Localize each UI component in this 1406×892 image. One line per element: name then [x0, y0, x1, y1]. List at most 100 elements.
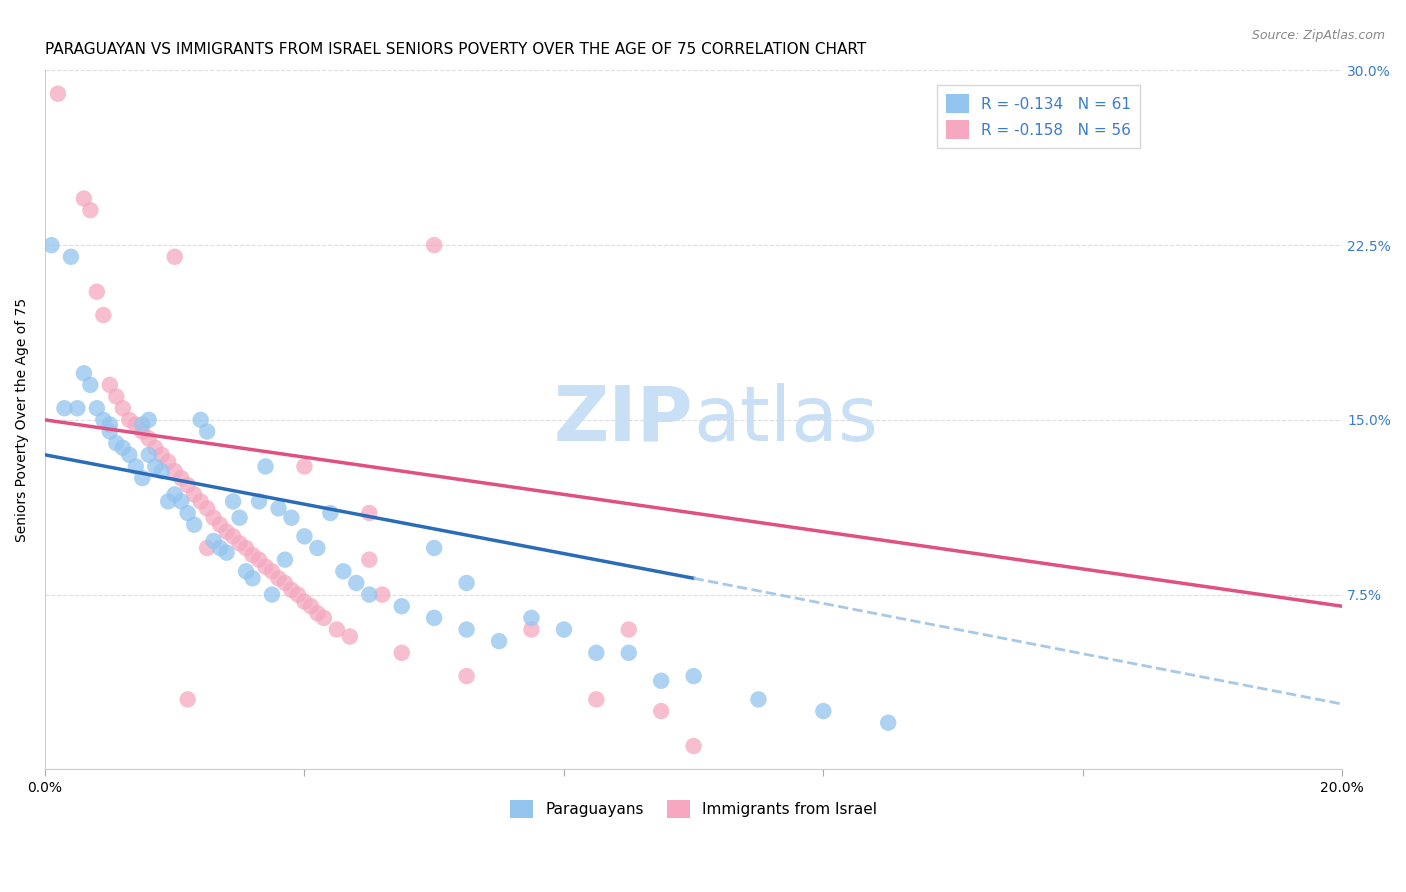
Point: [79, 203, 101, 218]
Point: [423, 541, 446, 555]
Point: [359, 588, 381, 602]
Text: atlas: atlas: [693, 383, 879, 457]
Point: [150, 448, 173, 462]
Point: [520, 611, 543, 625]
Point: [280, 582, 302, 597]
Point: [359, 552, 381, 566]
Point: [170, 494, 193, 508]
Point: [93, 413, 115, 427]
Point: [157, 455, 180, 469]
Point: [274, 576, 297, 591]
Point: [267, 571, 290, 585]
Y-axis label: Seniors Poverty Over the Age of 75: Seniors Poverty Over the Age of 75: [15, 298, 30, 542]
Point: [260, 588, 283, 602]
Point: [131, 425, 153, 439]
Point: [150, 464, 173, 478]
Point: [456, 576, 478, 591]
Point: [617, 623, 640, 637]
Point: [143, 459, 166, 474]
Point: [280, 510, 302, 524]
Point: [209, 517, 232, 532]
Point: [59, 250, 82, 264]
Point: [242, 548, 264, 562]
Point: [105, 436, 128, 450]
Point: [93, 308, 115, 322]
Point: [202, 510, 225, 524]
Point: [138, 413, 160, 427]
Point: [157, 494, 180, 508]
Point: [287, 588, 309, 602]
Point: [118, 448, 141, 462]
Point: [111, 441, 134, 455]
Point: [209, 541, 232, 555]
Point: [53, 401, 76, 416]
Point: [307, 541, 329, 555]
Point: [877, 715, 900, 730]
Point: [195, 501, 218, 516]
Point: [86, 285, 108, 299]
Point: [183, 517, 205, 532]
Point: [456, 669, 478, 683]
Point: [66, 401, 89, 416]
Point: [585, 646, 607, 660]
Point: [46, 87, 69, 101]
Text: Source: ZipAtlas.com: Source: ZipAtlas.com: [1251, 29, 1385, 42]
Point: [228, 536, 250, 550]
Point: [747, 692, 769, 706]
Point: [585, 692, 607, 706]
Point: [294, 459, 316, 474]
Point: [650, 673, 672, 688]
Point: [98, 417, 121, 432]
Legend: Paraguayans, Immigrants from Israel: Paraguayans, Immigrants from Israel: [505, 794, 883, 824]
Point: [163, 250, 186, 264]
Point: [456, 623, 478, 637]
Point: [163, 487, 186, 501]
Point: [131, 471, 153, 485]
Point: [73, 192, 96, 206]
Point: [170, 471, 193, 485]
Point: [143, 441, 166, 455]
Point: [235, 541, 257, 555]
Point: [242, 571, 264, 585]
Point: [247, 552, 270, 566]
Point: [391, 646, 413, 660]
Point: [254, 559, 277, 574]
Point: [176, 478, 198, 492]
Point: [138, 448, 160, 462]
Point: [86, 401, 108, 416]
Point: [215, 524, 238, 539]
Point: [299, 599, 322, 614]
Point: [294, 594, 316, 608]
Point: [125, 417, 148, 432]
Point: [138, 432, 160, 446]
Point: [235, 564, 257, 578]
Point: [176, 692, 198, 706]
Point: [294, 529, 316, 543]
Point: [195, 541, 218, 555]
Point: [371, 588, 394, 602]
Point: [222, 529, 245, 543]
Point: [195, 425, 218, 439]
Point: [307, 606, 329, 620]
Point: [111, 401, 134, 416]
Point: [319, 506, 342, 520]
Text: PARAGUAYAN VS IMMIGRANTS FROM ISRAEL SENIORS POVERTY OVER THE AGE OF 75 CORRELAT: PARAGUAYAN VS IMMIGRANTS FROM ISRAEL SEN…: [45, 42, 866, 57]
Point: [254, 459, 277, 474]
Point: [215, 546, 238, 560]
Point: [183, 487, 205, 501]
Point: [105, 390, 128, 404]
Point: [41, 238, 63, 252]
Point: [391, 599, 413, 614]
Point: [98, 425, 121, 439]
Point: [682, 669, 704, 683]
Point: [247, 494, 270, 508]
Point: [339, 630, 361, 644]
Point: [228, 510, 250, 524]
Point: [131, 417, 153, 432]
Point: [73, 366, 96, 380]
Point: [326, 623, 349, 637]
Point: [163, 464, 186, 478]
Point: [176, 506, 198, 520]
Point: [274, 552, 297, 566]
Point: [190, 494, 212, 508]
